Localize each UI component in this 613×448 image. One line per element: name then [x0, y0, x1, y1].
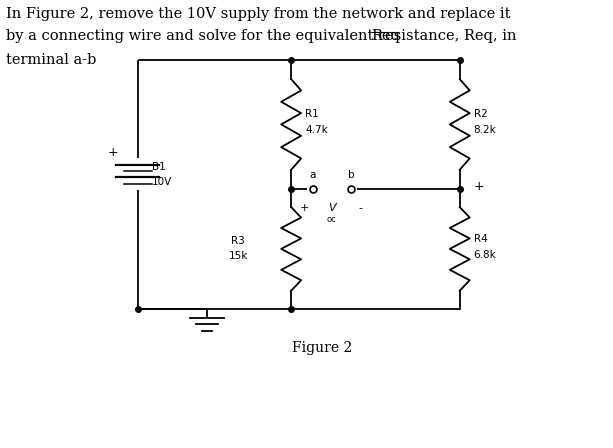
Text: Req: Req: [371, 29, 400, 43]
Text: R2: R2: [473, 109, 487, 120]
Text: a: a: [310, 170, 316, 180]
Text: terminal a-b: terminal a-b: [6, 53, 96, 67]
Text: 6.8k: 6.8k: [473, 250, 497, 260]
Text: R1: R1: [305, 109, 319, 120]
Text: R4: R4: [473, 234, 487, 244]
Text: by a connecting wire and solve for the equivalent resistance, Req, in: by a connecting wire and solve for the e…: [6, 29, 517, 43]
Text: In Figure 2, remove the 10V supply from the network and replace it: In Figure 2, remove the 10V supply from …: [6, 7, 511, 21]
Text: +: +: [473, 180, 484, 193]
Text: 8.2k: 8.2k: [473, 125, 497, 135]
Text: R3: R3: [231, 237, 245, 246]
Text: +: +: [108, 146, 119, 159]
Text: 15k: 15k: [228, 251, 248, 261]
Text: B1: B1: [152, 162, 166, 172]
Text: oc: oc: [327, 215, 337, 224]
Text: Figure 2: Figure 2: [292, 341, 352, 355]
Text: V: V: [328, 203, 335, 213]
Text: b: b: [348, 170, 354, 180]
Text: 4.7k: 4.7k: [305, 125, 328, 135]
Text: +: +: [300, 203, 310, 213]
Text: -: -: [359, 203, 363, 213]
Text: 10V: 10V: [152, 177, 172, 187]
